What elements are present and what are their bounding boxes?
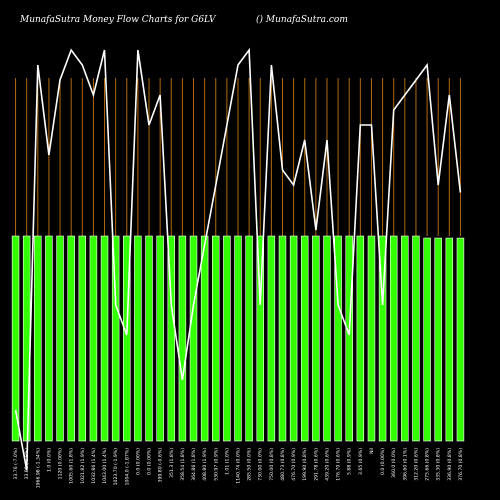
money-flow-bar — [234, 235, 242, 442]
x-tick-label: 5.88 (0.9%) — [347, 448, 353, 475]
money-flow-bar — [200, 235, 209, 442]
money-flow-bar — [245, 235, 253, 442]
money-flow-bar — [123, 235, 131, 442]
money-flow-bar — [11, 235, 20, 442]
money-flow-bar — [401, 235, 409, 442]
x-tick-label: 0.0 (0.00%) — [380, 448, 386, 475]
money-flow-bar — [111, 235, 120, 442]
x-tick-label: 399.80 (-0.6%) — [158, 448, 164, 483]
x-tick-label: 1140.74 (0.0%) — [236, 448, 242, 484]
x-tick-label: 1966.98 (-1.34%) — [35, 448, 41, 488]
x-tick-label: 285.50 (0.0%) — [247, 448, 253, 481]
x-tick-label: 730.00 (0.0%) — [258, 448, 264, 481]
money-flow-bar — [323, 235, 331, 442]
site-credit: () MunafaSutra.com — [256, 15, 348, 25]
x-tick-label: 376.70 (0.8%) — [458, 448, 464, 481]
money-flow-bar — [89, 235, 98, 442]
x-tick-label: 476.70 (0.9%) — [291, 448, 297, 481]
money-flow-bar — [100, 235, 109, 442]
x-tick-label: 364.86 (1.8%) — [191, 448, 197, 481]
money-flow-bar — [189, 235, 198, 442]
money-flow-bar — [423, 237, 431, 442]
x-tick-label: 0.0 (0.00%) — [147, 448, 153, 475]
money-flow-bar — [412, 235, 420, 442]
x-tick-label: 199.90 (0.8%) — [302, 448, 308, 481]
money-flow-bar — [67, 235, 75, 442]
x-tick-label: 1005.60 (1.8%) — [69, 448, 75, 484]
bar-series — [11, 235, 465, 442]
x-tick-label: 1.0 (0.0%) — [46, 448, 52, 472]
money-flow-bar — [212, 235, 220, 442]
money-flow-bar — [300, 235, 309, 442]
x-tick-label: 1043.00 (1.4%) — [102, 448, 108, 484]
money-flow-bar — [278, 235, 287, 442]
money-flow-bar — [334, 235, 342, 442]
money-flow-bar — [456, 237, 465, 442]
money-flow-bar — [145, 235, 153, 442]
x-tick-label: 1032.86 (1.4%) — [91, 448, 97, 484]
x-tick-label: 275.66 (0.8%) — [425, 448, 431, 481]
x-tick-label: 1004.0 (-1.87%) — [124, 448, 130, 486]
money-flow-line — [14, 47, 462, 471]
money-flow-bar — [56, 235, 64, 442]
money-flow-bar — [389, 235, 398, 442]
x-tick-label: 750.00 (0.8%) — [269, 448, 275, 481]
money-flow-bar — [34, 235, 42, 442]
line-series — [14, 47, 462, 471]
money-flow-bar — [256, 235, 264, 442]
money-flow-bar — [178, 235, 187, 442]
grid-lines — [15, 78, 461, 236]
x-tick-labels: 33.76 (-7.0%) 33.88 (-1.8%) 1966.98 (-1.34… — [13, 448, 464, 488]
money-flow-bar — [378, 235, 387, 442]
x-tick-label: 1120 (0.00%) — [58, 448, 64, 480]
chart-title: MunafaSutra Money Flow Charts for G6LV — [20, 15, 216, 25]
x-tick-label: 335.30 (0.8%) — [436, 448, 442, 481]
money-flow-bar — [312, 235, 320, 442]
x-tick-label: 480.73 (0.8%) — [280, 448, 286, 481]
x-tick-label: 312.20 (0.6%) — [413, 448, 419, 481]
money-flow-bar — [78, 235, 87, 442]
x-tick-label: 336.90 (0.8%) — [447, 448, 453, 481]
money-flow-bar — [134, 235, 142, 442]
x-tick-label: 358.54 (1.8%) — [180, 448, 186, 481]
money-flow-bar — [434, 237, 442, 442]
money-flow-bar — [45, 235, 53, 442]
x-tick-label: 0.0 (0.00%) — [135, 448, 141, 475]
x-tick-label: 1.01 (1.0%) — [224, 448, 230, 475]
money-flow-bar — [156, 235, 164, 442]
x-tick-label: 176.70 (0.6%) — [336, 448, 342, 481]
money-flow-bar — [289, 235, 298, 442]
x-tick-label: 439.20 (0.6%) — [324, 448, 330, 481]
money-flow-bar — [267, 235, 276, 442]
x-tick-label: 351.3 (1.8%) — [169, 448, 175, 478]
x-tick-label: 291.78 (0.6%) — [313, 448, 319, 481]
money-flow-bar — [223, 235, 231, 442]
x-tick-label: 360.0 (0.0%) — [391, 448, 397, 478]
x-tick-label: 33.76 (-7.0%) — [13, 448, 19, 480]
x-tick-label: Nil — [369, 448, 375, 454]
money-flow-bar — [367, 235, 376, 442]
x-tick-label: 1023.70 (-1.9%) — [113, 448, 119, 486]
x-tick-label: 33.88 (-1.8%) — [24, 448, 30, 480]
money-flow-bar — [167, 235, 176, 442]
money-flow-bar — [345, 235, 353, 442]
x-tick-label: 530.97 (0.9%) — [213, 448, 219, 481]
x-tick-label: 3.65 (0.9%) — [358, 448, 364, 475]
x-tick-label: 396.60 (0.1%) — [402, 448, 408, 481]
money-flow-bar — [445, 237, 454, 442]
money-flow-bar — [356, 235, 365, 442]
x-tick-label: 408.80 (1.9%) — [202, 448, 208, 481]
x-tick-label: 1021.82 (1.9%) — [80, 448, 86, 484]
